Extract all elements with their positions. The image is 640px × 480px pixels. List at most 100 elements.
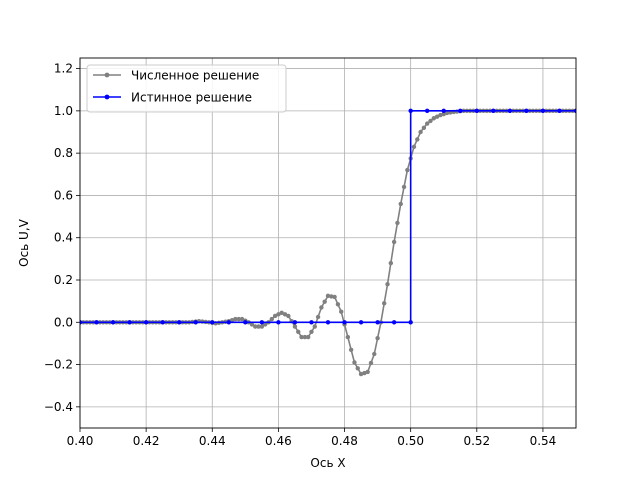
data-point <box>296 329 301 334</box>
data-point <box>352 360 357 365</box>
x-axis-label: Ось X <box>310 456 345 470</box>
y-tick-label: −0.4 <box>44 400 73 414</box>
data-point <box>345 334 351 340</box>
data-point <box>444 110 450 116</box>
data-point <box>382 301 387 306</box>
data-point <box>385 282 390 287</box>
data-point <box>272 313 278 319</box>
y-tick-label: 1.2 <box>54 62 73 76</box>
data-point <box>259 320 265 325</box>
data-point <box>358 320 364 325</box>
data-point <box>127 320 132 325</box>
data-point <box>368 360 374 366</box>
legend-label-numerical: Численное решение <box>131 69 259 83</box>
axis-ticks: 0.40 0.42 0.44 0.46 0.48 0.50 0.52 0.54 −0.4 −0.2… <box>44 62 556 448</box>
legend-label-exact: Истинное решение <box>131 91 252 105</box>
data-point <box>143 320 149 325</box>
data-point <box>325 320 331 325</box>
data-point <box>401 184 407 190</box>
y-tick-label: 0.0 <box>54 315 73 329</box>
data-point <box>431 116 437 121</box>
data-point <box>249 322 255 327</box>
x-tick-label: 0.40 <box>67 434 94 448</box>
data-point <box>226 320 231 325</box>
plot-area <box>80 108 576 377</box>
data-point <box>524 108 529 114</box>
data-point <box>276 320 281 325</box>
x-tick-label: 0.54 <box>530 434 557 448</box>
data-point <box>372 351 377 357</box>
data-point <box>322 299 327 304</box>
legend: Численное решение Истинное решение <box>86 64 287 113</box>
data-point <box>425 121 430 126</box>
data-point <box>309 329 314 334</box>
data-point <box>239 316 245 322</box>
data-point <box>441 108 446 114</box>
legend-box <box>86 64 287 113</box>
data-point <box>391 239 397 245</box>
data-point <box>335 302 341 307</box>
data-point <box>408 320 413 325</box>
y-axis-label: Ось U,V <box>17 218 31 267</box>
data-point <box>299 334 304 340</box>
x-tick-label: 0.50 <box>397 434 424 448</box>
data-point <box>292 324 298 329</box>
data-point <box>355 366 360 371</box>
data-point <box>256 324 261 329</box>
data-point <box>418 129 423 135</box>
data-point <box>540 108 546 114</box>
data-point <box>557 108 562 114</box>
data-point <box>259 324 265 329</box>
data-point <box>458 108 463 114</box>
data-point <box>243 320 248 325</box>
data-point <box>279 310 284 315</box>
y-tick-label: 0.6 <box>54 188 73 202</box>
data-point <box>262 322 268 327</box>
data-point <box>398 201 403 207</box>
data-point <box>425 108 430 114</box>
data-point <box>229 317 235 323</box>
data-point <box>358 371 364 377</box>
y-tick-label: 0.8 <box>54 146 73 160</box>
data-point <box>573 108 576 114</box>
data-point <box>292 320 298 325</box>
data-point <box>233 316 238 322</box>
x-tick-label: 0.44 <box>199 434 226 448</box>
data-point <box>210 320 215 325</box>
x-tick-label: 0.52 <box>463 434 490 448</box>
data-point <box>269 316 274 322</box>
data-point <box>315 314 321 320</box>
data-point <box>160 320 165 325</box>
data-point <box>408 108 413 114</box>
data-point <box>302 334 308 340</box>
data-point <box>325 293 331 299</box>
data-point <box>348 347 354 352</box>
y-tick-label: 0.2 <box>54 273 73 287</box>
data-point <box>388 260 394 266</box>
y-tick-label: 0.4 <box>54 231 73 245</box>
data-point <box>342 320 347 325</box>
data-point <box>309 320 314 325</box>
x-tick-label: 0.42 <box>133 434 160 448</box>
data-point <box>305 334 311 340</box>
data-point <box>329 294 334 299</box>
data-point <box>375 335 380 341</box>
data-point <box>339 309 344 314</box>
data-point <box>276 312 281 317</box>
data-point <box>236 316 241 322</box>
data-point <box>395 220 400 226</box>
data-point <box>282 312 288 317</box>
data-point <box>312 324 317 329</box>
data-point <box>286 313 291 319</box>
data-point <box>332 294 337 300</box>
series-line <box>80 110 576 324</box>
series-1 <box>80 108 576 325</box>
data-point <box>80 320 83 325</box>
legend-marker-exact <box>104 94 110 100</box>
data-point <box>474 108 479 114</box>
data-point <box>491 108 496 114</box>
legend-marker-numerical <box>104 72 110 78</box>
data-point <box>391 320 397 325</box>
data-point <box>438 112 443 118</box>
